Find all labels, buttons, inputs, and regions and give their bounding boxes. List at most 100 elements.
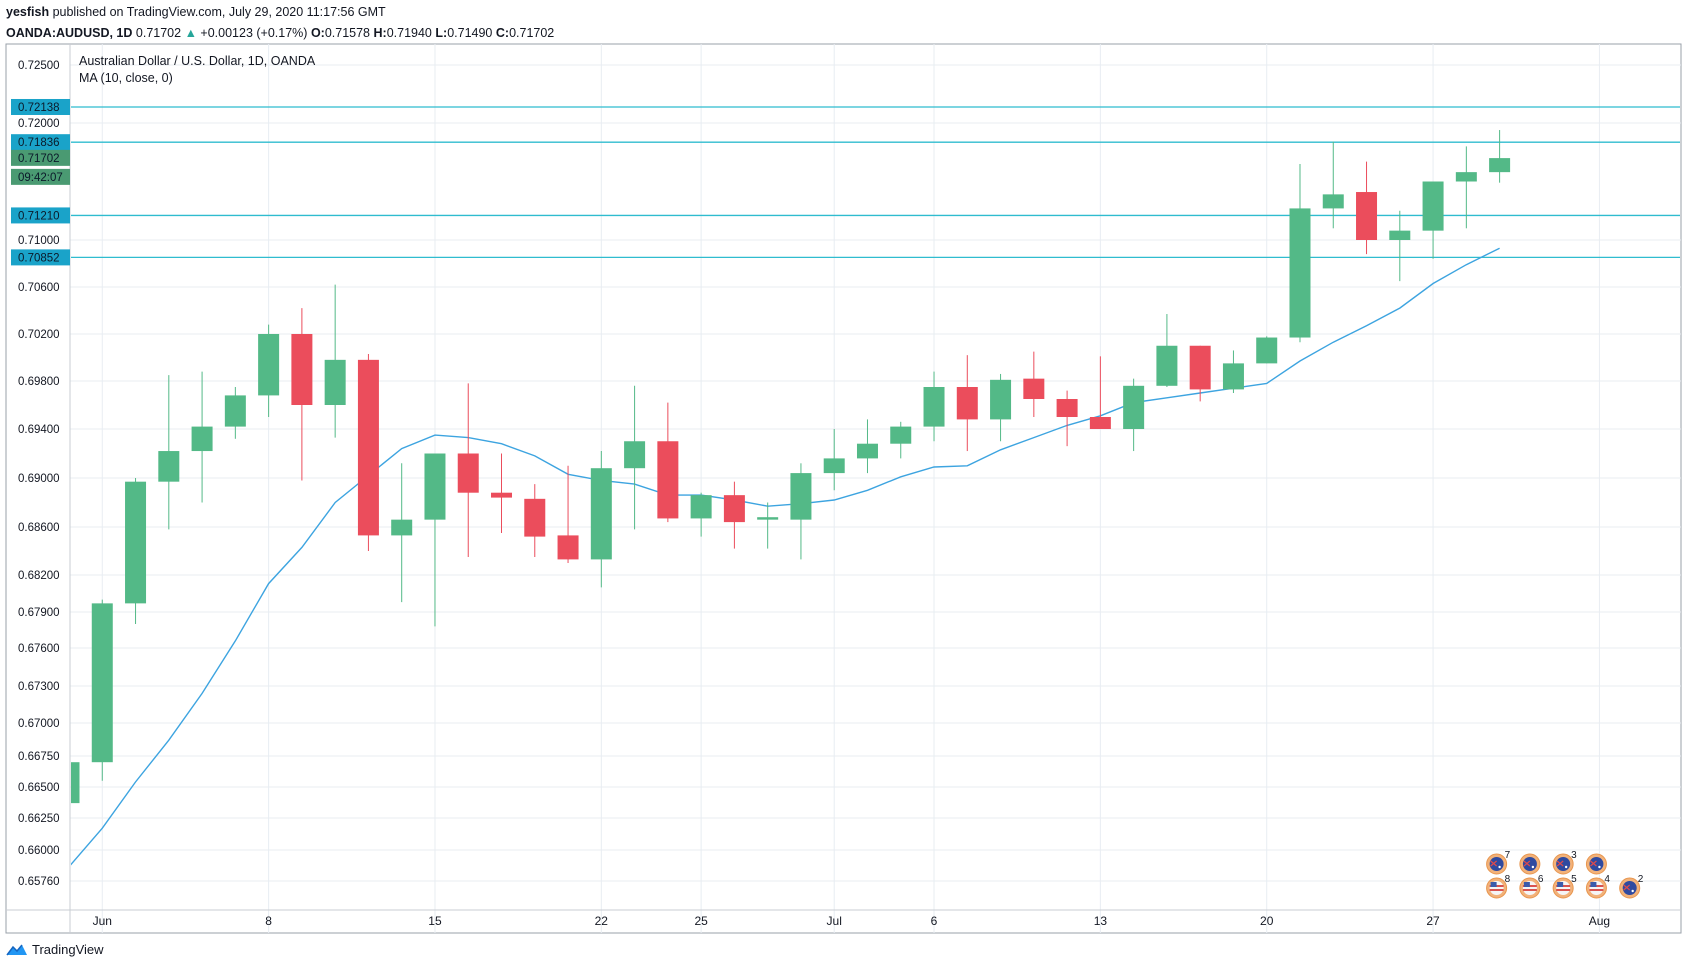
time-tick-label: Aug — [1589, 914, 1610, 928]
event-marker: 6 — [1519, 874, 1544, 899]
candle — [1422, 181, 1444, 259]
publisher-name[interactable]: yesfish — [6, 5, 50, 19]
event-count: 4 — [1604, 874, 1610, 885]
candle — [757, 502, 779, 549]
candle — [1089, 356, 1111, 429]
candle — [890, 421, 912, 459]
close-value: 0.71702 — [509, 26, 555, 40]
hline-badge: 0.70852 — [18, 252, 60, 264]
candle — [491, 453, 513, 533]
candle — [657, 402, 679, 523]
time-tick-label: 8 — [265, 914, 272, 928]
price-tick-label: 0.69400 — [18, 424, 60, 436]
candle — [923, 371, 945, 442]
time-tick-label: Jun — [93, 914, 112, 928]
candle — [790, 463, 812, 560]
publish-info: published on TradingView.com, July 29, 2… — [52, 5, 386, 19]
candle-body — [1156, 345, 1178, 386]
candle-body — [71, 762, 80, 804]
candle-body — [1023, 378, 1045, 399]
candle-body — [391, 519, 413, 536]
footer-brand[interactable]: TradingView — [32, 942, 104, 957]
au-flag-icon — [1589, 857, 1604, 871]
time-tick-label: 15 — [428, 914, 442, 928]
candle-body — [457, 453, 479, 493]
candle-body — [1455, 172, 1477, 182]
plot-area — [71, 106, 1680, 866]
candle-body — [1356, 192, 1378, 240]
candle — [1389, 210, 1411, 282]
candle-body — [690, 495, 712, 519]
hline-badge-bg — [11, 98, 70, 115]
footer-branding: TradingView — [6, 942, 104, 957]
candle — [191, 371, 213, 503]
price-tick-label: 0.70600 — [18, 282, 60, 294]
candle-body — [1422, 181, 1444, 231]
event-count: 6 — [1538, 874, 1544, 885]
candle-body — [1123, 385, 1145, 429]
candle — [1189, 345, 1211, 402]
price-tick-label: 0.67600 — [18, 643, 60, 655]
low-label: L: — [435, 26, 448, 40]
event-count: 7 — [1505, 850, 1511, 861]
price-tick-label: 0.68200 — [18, 570, 60, 582]
candle-body — [757, 517, 779, 520]
candle — [1356, 161, 1378, 255]
candle — [1489, 130, 1511, 183]
candle-body — [657, 441, 679, 519]
chart-header: yesfish published on TradingView.com, Ju… — [6, 4, 554, 41]
price-tick-label: 0.69000 — [18, 473, 60, 485]
symbol-label: OANDA:AUDUSD, 1D — [6, 26, 133, 40]
candle-body — [191, 426, 213, 452]
candle-body — [923, 387, 945, 427]
candle-body — [990, 379, 1012, 420]
high-label: H: — [373, 26, 387, 40]
hline-badge-bg — [11, 249, 70, 266]
candle-body — [324, 359, 346, 405]
candle-body — [856, 443, 878, 459]
price-tick-label: 0.67900 — [18, 607, 60, 619]
chart-legend: Australian Dollar / U.S. Dollar, 1D, OAN… — [79, 53, 315, 87]
open-value: 0.71578 — [324, 26, 371, 40]
candle-body — [1322, 194, 1344, 209]
time-tick-label: 6 — [931, 914, 938, 928]
candle-body — [790, 473, 812, 520]
hline-badge: 0.71210 — [18, 210, 60, 222]
candle-body — [1056, 399, 1078, 417]
au-flag-icon — [1522, 857, 1537, 871]
au-flag-icon — [1556, 857, 1571, 871]
candle — [224, 387, 246, 439]
candle-body — [1222, 363, 1244, 390]
hline-badge-bg — [11, 207, 70, 224]
candle — [690, 492, 712, 537]
candle-body — [424, 453, 446, 520]
low-value: 0.71490 — [447, 26, 493, 40]
candle-body — [258, 334, 280, 396]
candle-body — [956, 387, 978, 420]
legend-title: Australian Dollar / U.S. Dollar, 1D, OAN… — [79, 54, 316, 68]
candle — [1322, 141, 1344, 229]
candle-body — [1389, 230, 1411, 240]
candle-body — [590, 468, 612, 560]
event-marker: 2 — [1619, 874, 1644, 899]
time-tick-label: 13 — [1094, 914, 1108, 928]
candle-body — [158, 451, 180, 482]
hline-badge: 0.72138 — [18, 102, 60, 114]
price-tick-label: 0.68600 — [18, 522, 60, 534]
event-count: 8 — [1505, 874, 1511, 885]
candle — [424, 453, 446, 627]
price-tick-label: 0.72000 — [18, 118, 60, 130]
time-tick-label: Jul — [827, 914, 842, 928]
legend-indicator[interactable]: MA (10, close, 0) — [79, 71, 173, 85]
price-tick-label: 0.66250 — [18, 813, 60, 825]
quote-line: OANDA:AUDUSD, 1D 0.71702 ▲ +0.00123 (+0.… — [6, 25, 554, 41]
candle-body — [91, 603, 113, 763]
candle-body — [723, 495, 745, 523]
candle — [1023, 351, 1045, 417]
candle — [357, 353, 379, 551]
economic-events: 7 3 8 6 5 4 2 — [1486, 850, 1644, 899]
event-marker: 3 — [1552, 850, 1577, 875]
price-tick-label: 0.71000 — [18, 235, 60, 247]
time-tick-label: 22 — [595, 914, 609, 928]
